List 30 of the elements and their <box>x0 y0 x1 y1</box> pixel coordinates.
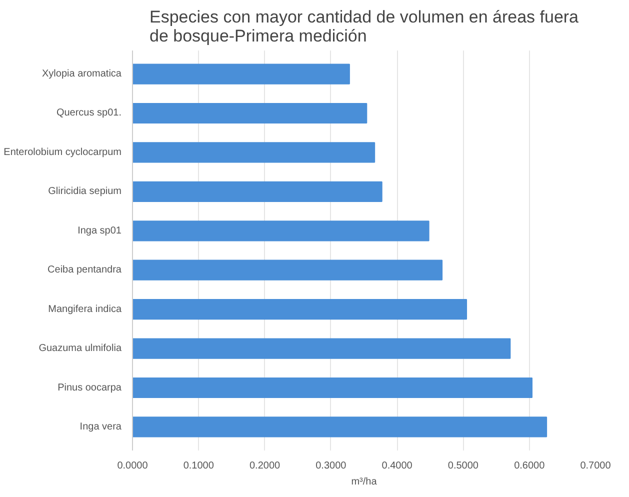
bar <box>132 102 368 124</box>
x-tick-label: 0.4000 <box>382 460 413 472</box>
bar <box>132 142 376 163</box>
bar <box>132 416 548 438</box>
x-tick-label: 0.6000 <box>514 460 546 472</box>
x-axis-title: m³/ha <box>351 476 378 488</box>
chart-title: Especies con mayor cantidad de volumen en áreas fuera de bosque-Primera medición <box>149 8 580 46</box>
x-tick-label: 0.1000 <box>183 460 214 472</box>
y-tick-label: Guazuma ulmifolia <box>38 343 122 354</box>
y-tick-label: Inga sp01 <box>78 225 122 236</box>
x-tick-label: 0.3000 <box>316 460 347 472</box>
y-tick-label: Mangifera indica <box>48 304 122 315</box>
bar <box>132 220 430 242</box>
y-tick-label: Inga vera <box>80 421 122 432</box>
y-tick-label: Xylopia aromatica <box>42 68 122 80</box>
y-tick-label: Gliricidia sepium <box>48 186 122 198</box>
y-tick-label: Quercus sp01. <box>56 108 122 119</box>
bar <box>132 377 533 398</box>
bar <box>132 299 468 320</box>
bar <box>132 64 350 84</box>
y-tick-label: Ceiba pentandra <box>48 264 122 276</box>
bar <box>132 260 443 280</box>
x-tick-label: 0.0000 <box>117 460 148 472</box>
y-tick-label: Pinus oocarpa <box>58 382 122 394</box>
y-tick-label: Enterolobium cyclocarpum <box>4 146 122 158</box>
bar <box>132 181 382 202</box>
bar <box>132 338 511 359</box>
x-tick-label: 0.5000 <box>448 460 479 472</box>
x-tick-label: 0.7000 <box>580 460 612 472</box>
x-tick-label: 0.2000 <box>249 460 281 472</box>
